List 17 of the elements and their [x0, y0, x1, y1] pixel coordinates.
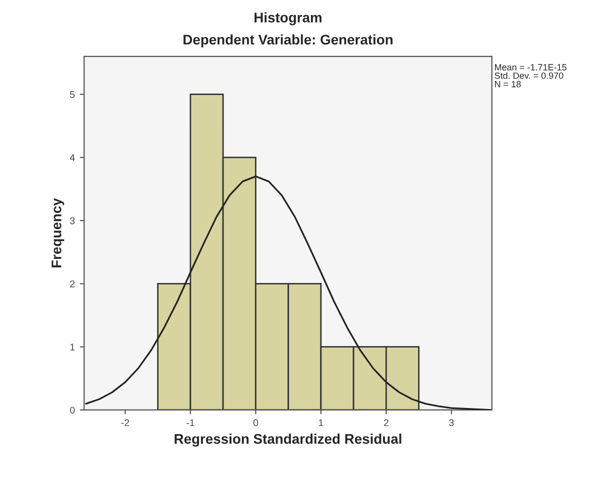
y-axis-title: Frequency [52, 198, 64, 268]
x-tick-label: 1 [318, 419, 324, 426]
y-tick-label: 4 [70, 154, 75, 161]
x-axis-title: Regression Standardized Residual [174, 434, 402, 447]
y-tick-label: 5 [70, 91, 75, 98]
y-tick-label: 1 [70, 344, 75, 350]
text: Mean = -1.71E-15 Std. Dev. = 0.970 N = 18 [494, 64, 566, 88]
y-tick-label: 0 [70, 406, 75, 414]
x-tick-label: 0 [253, 419, 258, 426]
chart-subtitle: Dependent Variable: Generation [184, 34, 392, 48]
x-tick-label: 2 [384, 419, 388, 426]
y-tick-label: 2 [70, 280, 75, 288]
x-tick-label: -1 [186, 419, 194, 426]
y-tick-label: 3 [70, 217, 75, 224]
chart-title: Histogram [254, 12, 322, 26]
x-tick-label: 3 [449, 419, 454, 426]
x-tick-label: -2 [121, 419, 130, 426]
